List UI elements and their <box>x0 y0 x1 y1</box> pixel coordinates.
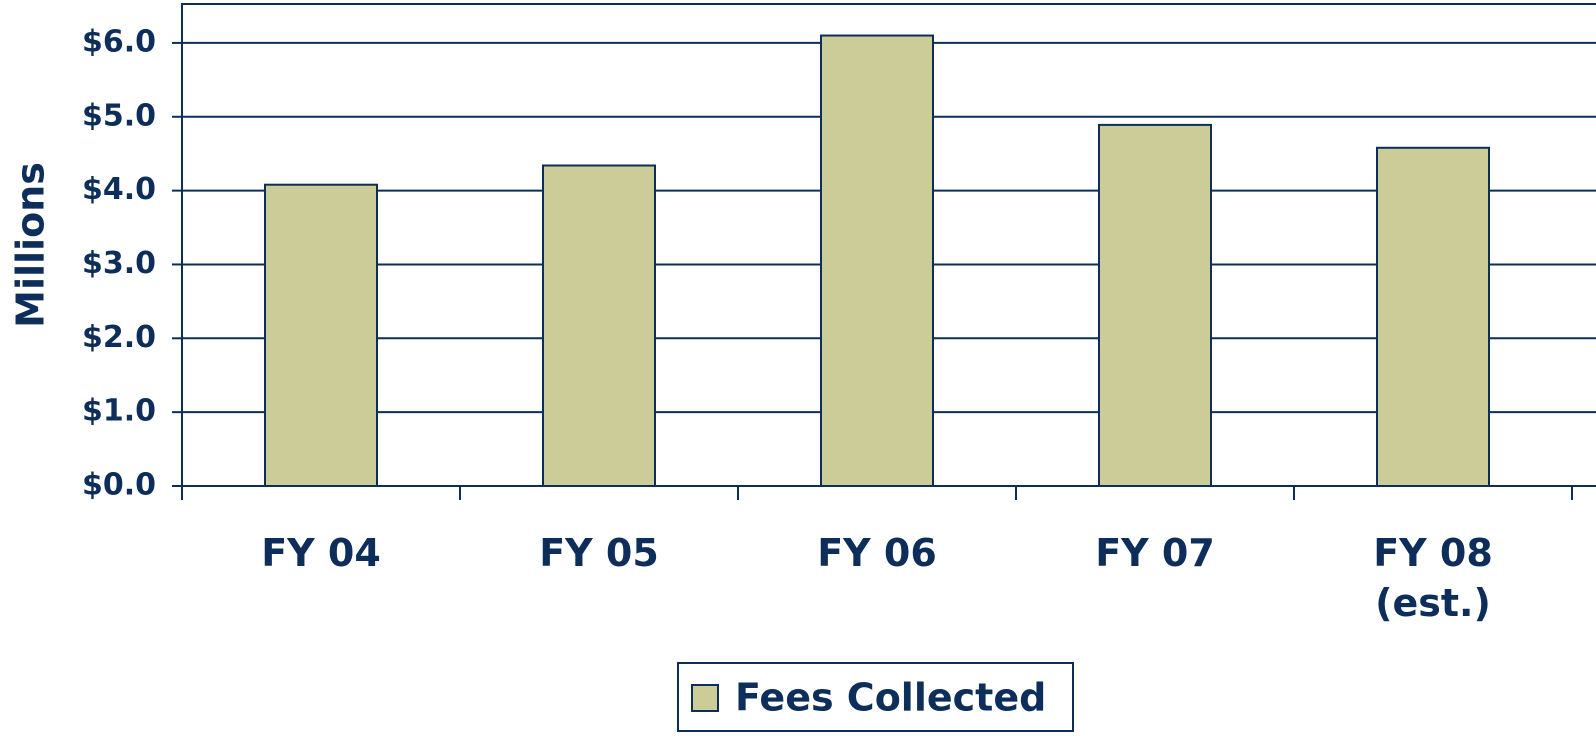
y-tick-label: $6.0 <box>82 24 156 59</box>
y-tick-label: $3.0 <box>82 246 156 281</box>
y-tick-label: $0.0 <box>82 468 156 503</box>
bar <box>264 183 378 487</box>
legend-label: Fees Collected <box>735 676 1046 720</box>
y-tick-label: $1.0 <box>82 394 156 429</box>
bar <box>820 34 934 488</box>
x-tick-label: FY 08 (est.) <box>1373 531 1493 625</box>
legend-swatch <box>691 684 719 712</box>
bar <box>1098 123 1212 488</box>
y-tick-label: $5.0 <box>82 98 156 133</box>
y-tick-label: $4.0 <box>82 172 156 207</box>
x-tick-label: FY 06 <box>817 531 937 575</box>
y-tick-label: $2.0 <box>82 320 156 355</box>
x-tick-label: FY 07 <box>1095 531 1215 575</box>
x-tick-label: FY 04 <box>261 531 381 575</box>
x-tick-label: FY 05 <box>539 531 659 575</box>
bar <box>1376 146 1490 488</box>
legend-box <box>677 662 1074 732</box>
bar <box>542 164 656 487</box>
y-axis-label: Millions <box>9 162 53 328</box>
